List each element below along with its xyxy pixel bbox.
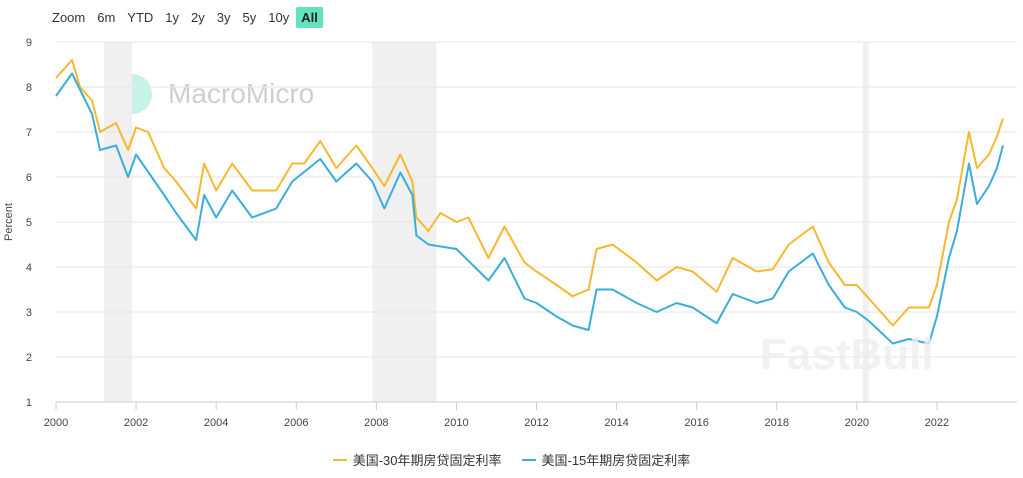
x-tick-label: 2002	[124, 417, 148, 429]
x-tick-label: 2006	[284, 417, 308, 429]
series-line-15y	[55, 72, 1004, 345]
x-tick-label: 2022	[925, 417, 949, 429]
legend-item-15y[interactable]: 美国-15年期房贷固定利率	[521, 450, 691, 469]
zoom-label: Zoom	[52, 10, 86, 25]
legend-label: 美国-15年期房贷固定利率	[541, 453, 691, 468]
y-tick-label: 3	[26, 307, 32, 319]
legend: 美国-30年期房贷固定利率 美国-15年期房贷固定利率	[0, 450, 1023, 469]
x-tick-label: 2004	[204, 417, 228, 429]
x-tick-label: 2012	[524, 417, 548, 429]
x-tick-label: 2010	[444, 417, 468, 429]
x-tick-label: 2020	[845, 417, 869, 429]
zoom-button-10y[interactable]: 10y	[268, 10, 290, 25]
legend-item-30y[interactable]: 美国-30年期房贷固定利率	[332, 450, 502, 469]
x-tick-label: 2018	[765, 417, 789, 429]
x-tick-label: 2008	[364, 417, 388, 429]
watermark-text: MacroMicro	[168, 78, 315, 109]
y-tick-label: 1	[26, 397, 32, 409]
y-tick-label: 7	[26, 127, 32, 139]
zoom-button-1y[interactable]: 1y	[165, 10, 180, 25]
legend-swatch	[332, 458, 347, 461]
y-tick-label: 8	[26, 82, 32, 94]
y-tick-label: 5	[26, 217, 32, 229]
zoom-button-3y[interactable]: 3y	[216, 10, 231, 25]
y-tick-label: 2	[26, 352, 32, 364]
zoom-button-ytd[interactable]: YTD	[127, 10, 154, 25]
y-tick-label: 4	[26, 262, 32, 274]
series-line-30y	[55, 59, 1004, 327]
zoom-button-2y[interactable]: 2y	[191, 10, 205, 25]
x-tick-label: 2014	[604, 417, 628, 429]
x-tick-label: 2016	[684, 417, 708, 429]
zoom-button-all[interactable]: All	[296, 7, 323, 28]
legend-swatch	[521, 458, 536, 461]
zoom-button-6m[interactable]: 6m	[97, 10, 116, 25]
y-tick-label: 9	[26, 37, 32, 49]
zoom-button-5y[interactable]: 5y	[242, 10, 257, 25]
range-selector: Zoom 6m YTD 1y 2y 3y 5y 10y All	[47, 7, 325, 28]
y-axis-label: Percent	[3, 203, 15, 241]
legend-label: 美国-30年期房贷固定利率	[352, 453, 502, 468]
fastbull-watermark: FastBull	[760, 330, 934, 379]
x-tick-label: 2000	[44, 417, 68, 429]
mortgage-rate-chart: 1 2 3 4 5 6 7 8 9 2000 2002 2004 2006 2008 2010 2012 201…	[3, 37, 1017, 429]
y-tick-label: 6	[26, 172, 32, 184]
